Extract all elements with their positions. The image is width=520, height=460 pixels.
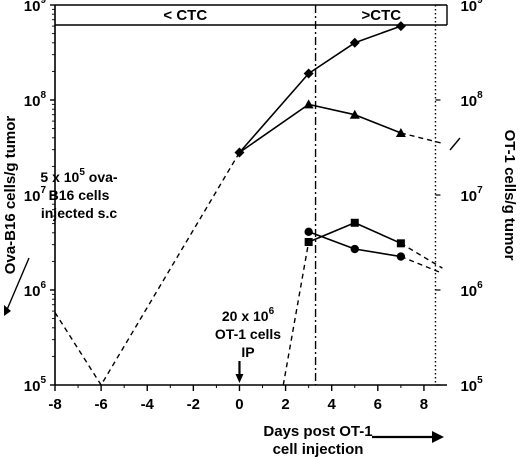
right-arrow — [449, 137, 461, 151]
annotation-inoculum-line-3: injected s.c — [41, 205, 117, 221]
x-tick-label: -6 — [94, 396, 107, 413]
y-tick-label-left: 107 — [24, 185, 47, 205]
annotation-transfer-line-1: 20 x 106 — [222, 306, 275, 324]
square-marker — [396, 239, 405, 248]
diamond-marker — [395, 21, 406, 32]
chart-series — [54, 21, 443, 387]
y-axis-title-right: OT-1 cells/g tumor — [501, 130, 518, 261]
x-axis-title-line-2: cell injection — [273, 441, 364, 458]
circle-marker — [304, 227, 313, 236]
y-tick-label-right: 106 — [460, 280, 483, 300]
circle-marker — [396, 252, 406, 261]
y-tick-label-left: 106 — [24, 280, 47, 300]
x-tick-label: -4 — [141, 396, 155, 413]
dashed-connector — [282, 241, 310, 386]
x-tick-label: 4 — [328, 396, 337, 413]
transfer-arrowhead — [235, 374, 244, 383]
triangle-marker — [395, 127, 406, 137]
y-tick-label-right: 108 — [460, 90, 483, 110]
x-tick-label: 0 — [235, 396, 243, 413]
annotation-inoculum-line-1: 5 x 105 ova- — [40, 167, 118, 185]
y-axis-title-left: Ova-B16 cells/g tumor — [2, 116, 19, 275]
dashed-connector — [54, 152, 241, 387]
annotation-transfer-line-3: IP — [241, 344, 254, 360]
series-extension — [400, 242, 443, 269]
diamond-marker — [303, 68, 314, 79]
y-tick-label-right: 107 — [460, 185, 483, 205]
region-label-below-ctc: < CTC — [163, 7, 207, 24]
series-extension — [400, 132, 443, 144]
series-line — [239, 103, 402, 154]
y-tick-label-right: 105 — [460, 375, 483, 395]
x-tick-label: 2 — [281, 396, 289, 413]
inoculum-pointer-head — [4, 305, 11, 316]
annotation-inoculum-line-2: B16 cells — [49, 187, 110, 203]
x-axis-title-line-1: Days post OT-1 — [263, 423, 372, 440]
series-extension — [400, 255, 443, 274]
x-tick-label: 6 — [374, 396, 382, 413]
triangle-marker — [349, 109, 360, 119]
series-line — [238, 25, 402, 154]
diamond-marker — [349, 37, 360, 48]
chart-axes — [4, 4, 461, 443]
y-tick-label-right: 109 — [460, 0, 483, 15]
square-marker — [350, 218, 359, 227]
y-tick-label-left: 109 — [24, 0, 47, 15]
x-direction-arrowhead — [432, 431, 444, 443]
x-tick-label: 8 — [420, 396, 428, 413]
circle-marker — [350, 244, 359, 254]
x-tick-label: -2 — [187, 396, 200, 413]
annotation-transfer-line-2: OT-1 cells — [215, 326, 281, 342]
square-marker — [304, 238, 313, 247]
region-label-above-ctc: >CTC — [361, 7, 401, 24]
x-tick-label: -8 — [48, 396, 61, 413]
y-tick-label-left: 105 — [24, 375, 47, 395]
triangle-marker — [303, 99, 314, 109]
y-tick-label-left: 108 — [24, 90, 47, 110]
inoculum-pointer — [5, 257, 30, 313]
